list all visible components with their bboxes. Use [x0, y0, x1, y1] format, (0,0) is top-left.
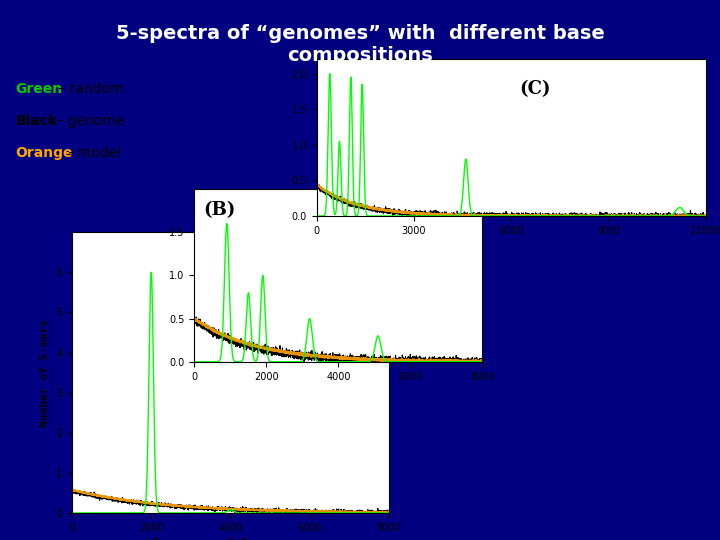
Text: compositions: compositions — [287, 46, 433, 65]
Text: Orange: Orange — [15, 146, 73, 160]
Text: (C): (C) — [519, 80, 551, 98]
Text: 50/50: 50/50 — [284, 464, 328, 478]
Text: – random: – random — [53, 82, 123, 96]
Text: 5-spectra of “genomes” with  different base: 5-spectra of “genomes” with different ba… — [116, 24, 604, 43]
Text: (B): (B) — [203, 201, 235, 219]
X-axis label: Frequency of Occurrence: Frequency of Occurrence — [153, 538, 308, 540]
Text: Black: Black — [15, 114, 58, 128]
Y-axis label: Number of 5-mers: Number of 5-mers — [40, 319, 50, 427]
Text: - model: - model — [63, 146, 120, 160]
Text: 70/30: 70/30 — [407, 119, 450, 132]
Text: – genome: – genome — [52, 114, 124, 128]
Text: 60/40: 60/40 — [320, 265, 364, 278]
Text: Green: Green — [15, 82, 63, 96]
Text: (A): (A) — [205, 297, 236, 315]
